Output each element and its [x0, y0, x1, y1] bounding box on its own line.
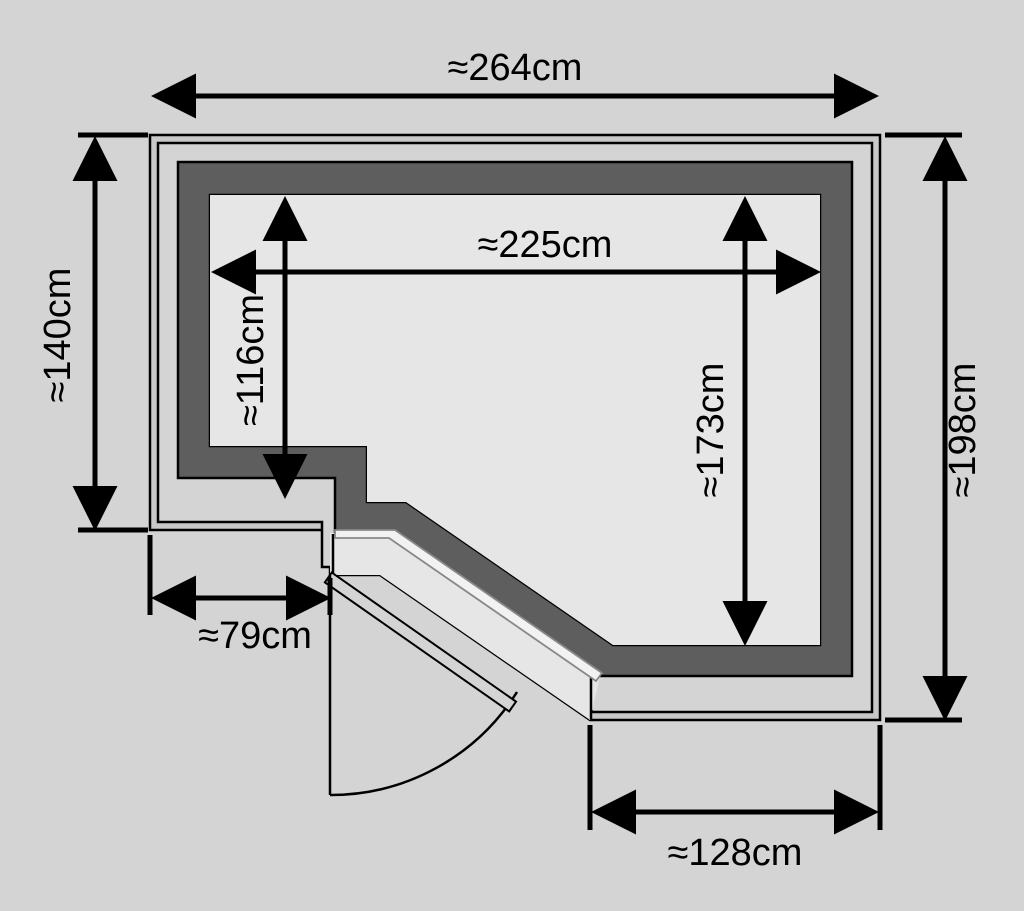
dim-bottom-right-label: ≈128cm	[668, 832, 803, 874]
dim-right-height-label: ≈198cm	[942, 363, 984, 498]
dim-inner-left-height-label: ≈116cm	[230, 294, 272, 426]
dim-bottom-left-label: ≈79cm	[198, 615, 312, 657]
dim-interior-width-label: ≈225cm	[478, 224, 613, 266]
dim-top-width-label: ≈264cm	[448, 47, 583, 89]
dim-left-height-label: ≈140cm	[37, 268, 79, 403]
dim-inner-right-height-label: ≈173cm	[690, 363, 732, 498]
floorplan-diagram: ≈264cm ≈225cm ≈140cm ≈116cm ≈173cm ≈198c…	[0, 0, 1024, 911]
